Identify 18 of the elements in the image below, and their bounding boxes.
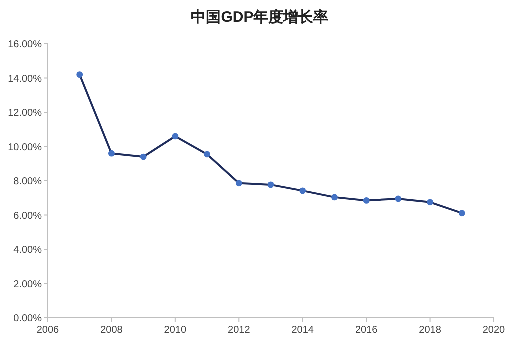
y-tick-label: 8.00% xyxy=(14,176,42,188)
y-tick-label: 2.00% xyxy=(14,279,42,290)
x-tick-label: 2020 xyxy=(482,325,506,336)
y-tick-label: 6.00% xyxy=(14,210,42,222)
x-tick-label: 2016 xyxy=(355,325,378,336)
x-tick-label: 2008 xyxy=(100,325,124,336)
chart-title: 中国GDP年度增长率 xyxy=(191,8,329,26)
y-tick-label: 12.00% xyxy=(8,108,42,119)
y-tick-label: 0.00% xyxy=(14,314,42,324)
y-tick-label: 4.00% xyxy=(14,245,42,256)
x-tick-label: 2018 xyxy=(419,325,442,336)
y-tick-label: 10.00% xyxy=(8,142,42,154)
y-tick-label: 14.00% xyxy=(8,74,42,85)
x-tick-label: 2010 xyxy=(164,325,187,336)
x-tick-label: 2006 xyxy=(36,325,60,336)
x-tick-label: 2014 xyxy=(292,325,314,336)
y-tick-label: 16.00% xyxy=(8,40,42,50)
x-tick-label: 2012 xyxy=(228,325,251,336)
